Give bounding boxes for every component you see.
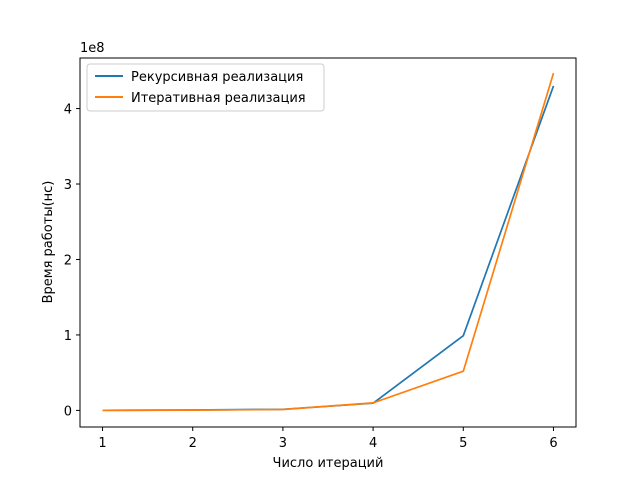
legend: Рекурсивная реализация Итеративная реали… bbox=[86, 63, 325, 112]
plot-area bbox=[80, 58, 576, 427]
x-tick-label: 5 bbox=[459, 436, 467, 451]
series-layer bbox=[102, 72, 555, 412]
x-tick-label: 2 bbox=[189, 436, 197, 451]
legend-label-iterative: Итеративная реализация bbox=[131, 91, 306, 106]
y-tick-label: 3 bbox=[64, 178, 72, 193]
x-ticks: 1 2 3 4 5 6 bbox=[98, 427, 558, 451]
y-tick-label: 4 bbox=[64, 103, 72, 118]
x-tick-label: 3 bbox=[279, 436, 287, 451]
legend-label-recursive: Рекурсивная реализация bbox=[131, 70, 303, 85]
legend-box bbox=[86, 63, 325, 112]
x-tick-label: 4 bbox=[369, 436, 377, 451]
y-offset-label: 1e8 bbox=[80, 41, 105, 56]
y-tick-label: 0 bbox=[64, 404, 72, 419]
y-tick-label: 1 bbox=[64, 329, 72, 344]
x-tick-label: 6 bbox=[549, 436, 557, 451]
x-tick-label: 1 bbox=[98, 436, 106, 451]
y-tick-label: 2 bbox=[64, 253, 72, 268]
y-ticks: 0 1 2 3 4 bbox=[64, 103, 80, 419]
axes-frame bbox=[79, 57, 577, 428]
series-line-2 bbox=[102, 72, 555, 412]
y-axis-label: Время работы(нс) bbox=[41, 181, 56, 304]
x-axis-label: Число итераций bbox=[273, 456, 384, 471]
